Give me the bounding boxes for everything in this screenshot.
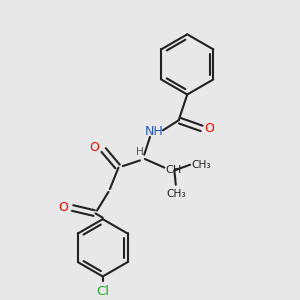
Text: Cl: Cl	[96, 285, 109, 298]
Text: CH₃: CH₃	[166, 189, 186, 199]
Text: NH: NH	[145, 125, 164, 138]
Text: CH₃: CH₃	[191, 160, 211, 170]
Text: O: O	[58, 201, 68, 214]
Text: H: H	[136, 147, 144, 157]
Text: O: O	[204, 122, 214, 135]
Text: O: O	[89, 141, 99, 154]
Text: CH: CH	[166, 165, 182, 176]
